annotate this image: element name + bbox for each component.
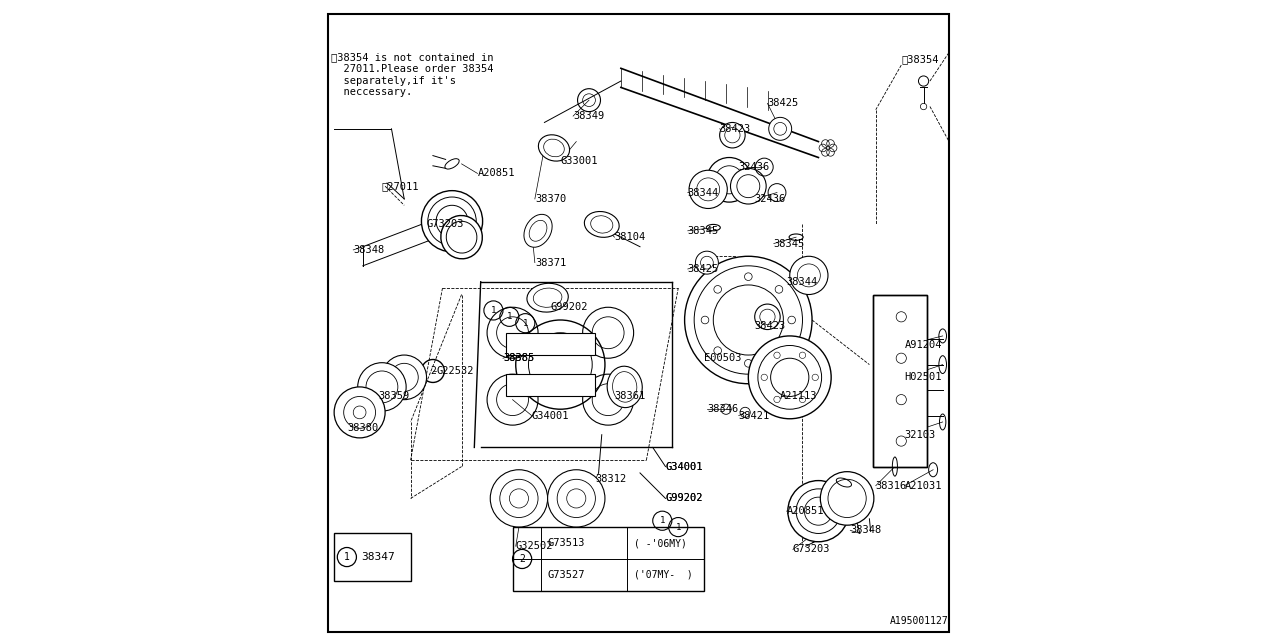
- Text: A195001127: A195001127: [891, 616, 948, 626]
- Circle shape: [548, 470, 605, 527]
- Text: 38312: 38312: [595, 474, 627, 484]
- Circle shape: [769, 117, 791, 140]
- Text: 38347: 38347: [361, 552, 394, 562]
- Text: 38104: 38104: [614, 232, 646, 242]
- Text: ※38354: ※38354: [901, 54, 938, 64]
- Circle shape: [334, 387, 385, 438]
- Text: 2: 2: [520, 554, 525, 564]
- Text: 38359: 38359: [379, 392, 410, 401]
- Circle shape: [421, 191, 483, 252]
- Text: 38344: 38344: [787, 276, 818, 287]
- Circle shape: [719, 122, 745, 148]
- Text: G34001: G34001: [666, 461, 703, 472]
- Text: 38380: 38380: [347, 423, 378, 433]
- Text: 38425: 38425: [768, 99, 799, 108]
- Circle shape: [357, 363, 406, 411]
- Bar: [506, 374, 595, 396]
- Polygon shape: [475, 282, 704, 447]
- Text: 38345: 38345: [774, 239, 805, 248]
- Text: 1: 1: [522, 319, 527, 328]
- Circle shape: [695, 251, 718, 274]
- Text: 1: 1: [659, 516, 666, 525]
- Circle shape: [689, 170, 727, 209]
- Circle shape: [755, 304, 781, 330]
- Text: ('07MY-  ): ('07MY- ): [634, 570, 692, 580]
- Text: 38349: 38349: [573, 111, 604, 121]
- Circle shape: [731, 168, 767, 204]
- Text: 1: 1: [676, 523, 681, 532]
- Text: G32502: G32502: [516, 541, 553, 551]
- Text: A20851: A20851: [787, 506, 824, 516]
- Text: 38345: 38345: [687, 226, 719, 236]
- Ellipse shape: [607, 366, 643, 408]
- Text: H02501: H02501: [905, 372, 942, 382]
- Circle shape: [685, 256, 812, 384]
- Bar: [512, 527, 704, 591]
- Text: 38346: 38346: [707, 404, 739, 414]
- Ellipse shape: [524, 214, 552, 247]
- Text: G33001: G33001: [561, 156, 598, 166]
- Text: 38385: 38385: [503, 353, 534, 364]
- Text: G73203: G73203: [792, 545, 831, 554]
- Text: 32436: 32436: [755, 194, 786, 204]
- Text: 1: 1: [490, 306, 497, 315]
- Text: E00503: E00503: [704, 353, 741, 364]
- Text: G73203: G73203: [426, 220, 465, 229]
- Text: G99202: G99202: [666, 493, 703, 504]
- Text: 38348: 38348: [850, 525, 882, 535]
- Text: G34001: G34001: [666, 461, 703, 472]
- Ellipse shape: [440, 216, 483, 259]
- Text: G73527: G73527: [548, 570, 585, 580]
- Circle shape: [749, 336, 831, 419]
- Text: ※38354 is not contained in
  27011.Please order 38354
  separately,if it's
  nec: ※38354 is not contained in 27011.Please …: [332, 52, 494, 97]
- Text: G99202: G99202: [550, 302, 589, 312]
- Text: 38361: 38361: [614, 392, 646, 401]
- Bar: [334, 534, 411, 581]
- Text: 32436: 32436: [739, 162, 771, 172]
- Text: A21113: A21113: [781, 392, 818, 401]
- Circle shape: [790, 256, 828, 294]
- Text: 38348: 38348: [353, 245, 384, 255]
- Text: 32103: 32103: [905, 429, 936, 440]
- Text: 38423: 38423: [719, 124, 751, 134]
- Text: 1: 1: [344, 552, 349, 562]
- Text: 2: 2: [430, 366, 436, 376]
- Text: 38370: 38370: [535, 194, 566, 204]
- Circle shape: [381, 355, 426, 399]
- Circle shape: [707, 157, 751, 202]
- Text: 1: 1: [507, 312, 512, 321]
- Bar: [873, 294, 927, 467]
- Bar: [873, 294, 927, 467]
- Circle shape: [820, 472, 874, 525]
- Text: ( -'06MY): ( -'06MY): [634, 538, 686, 548]
- Bar: [506, 333, 595, 355]
- Text: 38316: 38316: [876, 481, 908, 491]
- Text: A21031: A21031: [905, 481, 942, 491]
- Ellipse shape: [585, 211, 620, 237]
- Text: 38421: 38421: [739, 411, 771, 420]
- Text: ※27011: ※27011: [381, 181, 420, 191]
- Ellipse shape: [527, 284, 568, 312]
- Text: 38344: 38344: [687, 188, 719, 198]
- Text: G99202: G99202: [666, 493, 703, 504]
- Text: A20851: A20851: [477, 168, 515, 179]
- Text: 38371: 38371: [535, 258, 566, 268]
- Text: G34001: G34001: [531, 411, 570, 420]
- Text: 38425: 38425: [687, 264, 719, 274]
- Text: A91204: A91204: [905, 340, 942, 351]
- Text: G22532: G22532: [436, 366, 474, 376]
- Circle shape: [787, 481, 849, 541]
- Ellipse shape: [539, 135, 570, 161]
- Text: 38423: 38423: [755, 321, 786, 332]
- Text: G73513: G73513: [548, 538, 585, 548]
- Circle shape: [490, 470, 548, 527]
- Text: 38385: 38385: [503, 353, 534, 364]
